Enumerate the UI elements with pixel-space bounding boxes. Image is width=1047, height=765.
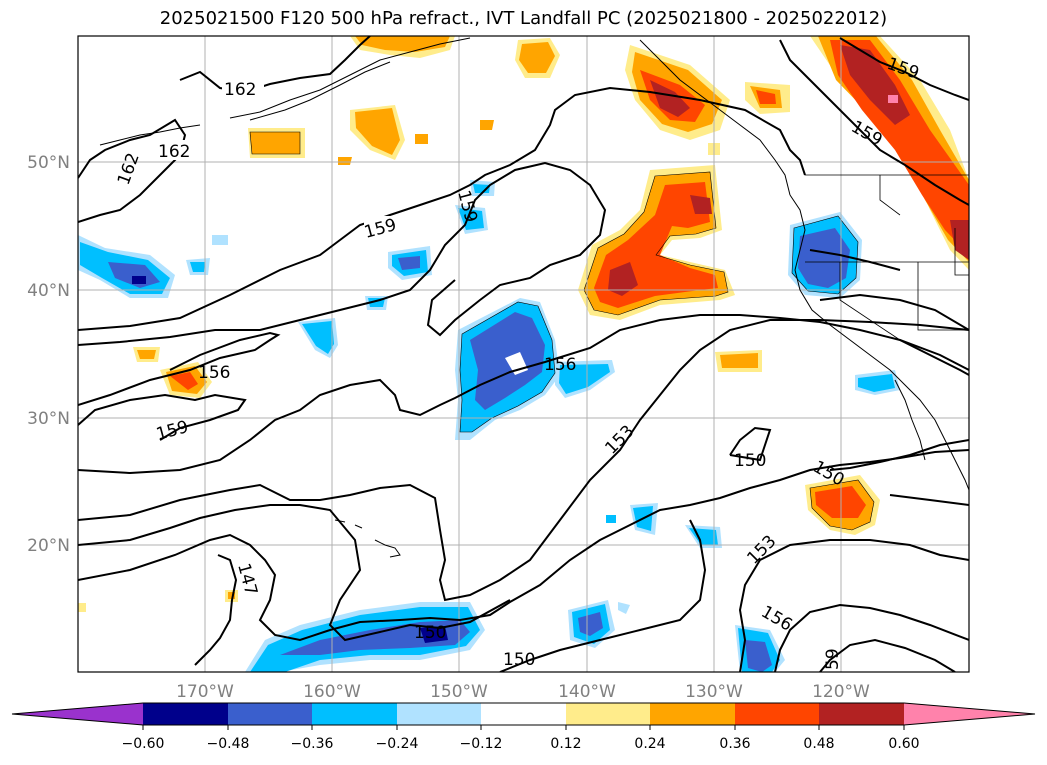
- colorbar-swatch: [397, 703, 481, 725]
- lon-tick-label: 140°W: [558, 682, 616, 702]
- lon-tick-label: 160°W: [303, 682, 361, 702]
- coastlines: [99, 37, 969, 558]
- contour-label: 156: [198, 363, 230, 383]
- contour-label: 150: [503, 650, 535, 670]
- colorbar-swatch: [143, 703, 228, 725]
- colorbar-tick-label: 0.60: [888, 736, 919, 752]
- lon-tick-label: 170°W: [176, 682, 234, 702]
- colorbar-tick-label: −0.12: [460, 736, 503, 752]
- colorbar-swatch: [819, 703, 904, 725]
- colorbar-tick-label: 0.36: [719, 736, 750, 752]
- colorbar-swatch: [481, 703, 566, 725]
- contour-label: 59: [823, 648, 843, 670]
- colorbar-extend-right: [904, 703, 1035, 725]
- colorbar-swatch: [566, 703, 650, 725]
- colorbar: −0.60 −0.48 −0.36 −0.24 −0.12 0.12 0.24 …: [11, 702, 1036, 752]
- colorbar-extend-left: [12, 703, 143, 725]
- colorbar-swatch: [650, 703, 735, 725]
- colorbar-tick-label: −0.36: [291, 736, 334, 752]
- colorbar-tick-label: −0.60: [122, 736, 165, 752]
- colorbar-swatch: [312, 703, 397, 725]
- shaded-regions: [78, 36, 969, 672]
- latitude-labels: 50°N 40°N 30°N 20°N: [27, 153, 70, 556]
- map-title: 2025021500 F120 500 hPa refract., IVT La…: [159, 8, 888, 29]
- colorbar-swatch: [735, 703, 819, 725]
- colorbar-tick-label: −0.48: [207, 736, 250, 752]
- contour-label: 162: [158, 142, 190, 162]
- lon-tick-label: 130°W: [685, 682, 743, 702]
- borders: [805, 174, 969, 341]
- lon-tick-label: 120°W: [812, 682, 870, 702]
- colorbar-tick-label: 0.48: [803, 736, 834, 752]
- refractivity-contours: [78, 36, 969, 672]
- contour-label: 162: [224, 80, 256, 100]
- graticule: [78, 36, 969, 672]
- colorbar-ticks: [142, 725, 905, 730]
- lon-tick-label: 150°W: [430, 682, 488, 702]
- longitude-labels: 170°W 160°W 150°W 140°W 130°W 120°W: [176, 682, 870, 702]
- lat-tick-label: 50°N: [27, 153, 70, 173]
- contour-label: 150: [734, 451, 766, 471]
- contour-label: 156: [544, 355, 576, 375]
- colorbar-tick-label: 0.12: [550, 736, 581, 752]
- lat-tick-label: 30°N: [27, 409, 70, 429]
- lat-tick-label: 40°N: [27, 281, 70, 301]
- contour-label: 150: [414, 623, 446, 643]
- lat-tick-label: 20°N: [27, 536, 70, 556]
- colorbar-swatch: [228, 703, 312, 725]
- colorbar-tick-label: −0.24: [376, 736, 419, 752]
- plot-frame: [77, 35, 970, 673]
- colorbar-tick-label: 0.24: [634, 736, 665, 752]
